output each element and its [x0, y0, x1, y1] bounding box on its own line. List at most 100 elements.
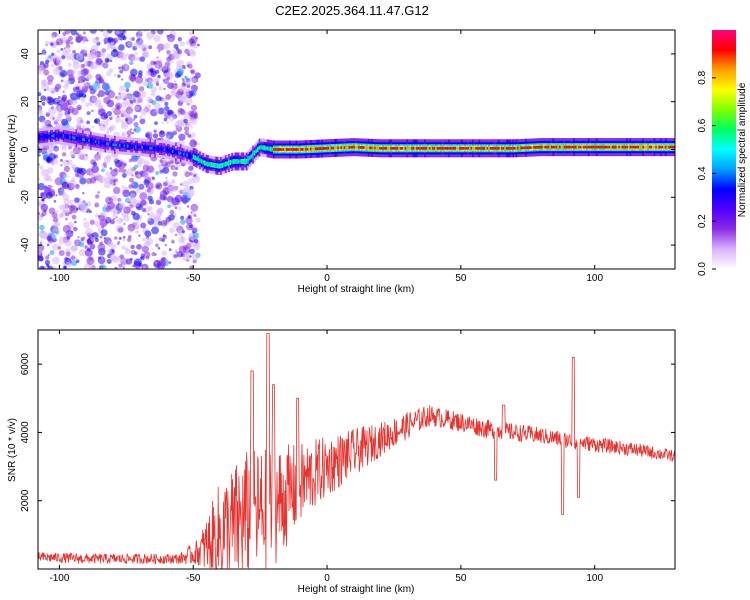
spectrogram-noise-cell: [155, 199, 162, 206]
spectrogram-noise-cell: [105, 171, 111, 177]
spectrogram-noise-cell: [40, 95, 47, 102]
spectrogram-noise-cell: [81, 85, 89, 93]
spectrogram-noise-cell: [181, 77, 185, 81]
spectrogram-noise-cell: [183, 118, 188, 124]
spectrogram-signal-cell: [128, 144, 131, 148]
spectrogram-signal-cell: [642, 145, 645, 149]
spectrogram-signal-cell: [298, 148, 301, 151]
spectrogram-noise-cell: [78, 249, 86, 257]
spectrogram-noise-cell: [139, 192, 148, 201]
spectrogram-noise-cell: [148, 45, 153, 50]
spectrogram-noise-cell: [46, 99, 49, 102]
spectrogram-signal-cell: [131, 145, 134, 148]
spectrogram-noise-cell: [179, 85, 186, 91]
spectrogram-signal-cell: [330, 146, 333, 150]
snr-xtick-label: -100: [49, 573, 69, 584]
spectrogram-noise-cell: [176, 251, 183, 258]
spectrogram-noise-cell: [125, 41, 128, 45]
spectrogram-signal-cell: [530, 146, 533, 149]
spectrogram-noise-cell: [43, 186, 50, 193]
spectrogram-noise-cell: [120, 119, 125, 124]
spectrogram-noise-cell: [44, 40, 50, 46]
spectrogram-noise-cell: [135, 225, 140, 230]
spectrogram-noise-cell: [135, 75, 144, 84]
spectrogram-signal-cell: [407, 146, 410, 150]
spectrogram-noise-cell: [43, 69, 50, 76]
spectrogram-noise-cell: [39, 165, 44, 170]
spectrogram-noise-cell: [121, 213, 124, 216]
spectrogram-noise-cell: [172, 167, 175, 170]
spectrogram-noise-cell: [74, 100, 77, 103]
spectrogram-noise-cell: [105, 71, 112, 77]
spectrogram-noise-cell: [114, 266, 118, 269]
spectrogram-noise-cell: [58, 213, 64, 219]
spectrogram-signal-cell: [420, 146, 423, 150]
spectrogram-signal-cell: [658, 145, 661, 149]
spectrogram-signal-cell: [560, 145, 563, 149]
snr-ytick-label: 4000: [20, 421, 31, 444]
spectrogram-noise-cell: [113, 48, 117, 53]
spectrogram-signal-cell: [459, 146, 462, 150]
spectrogram-noise-cell: [86, 111, 91, 116]
spectrogram-noise-cell: [117, 211, 120, 214]
spectrogram-noise-cell: [38, 147, 42, 155]
spectrogram-signal-cell: [152, 146, 155, 150]
spectrogram-signal-cell: [345, 146, 348, 149]
snr-panel: -100 -50 0 50 100 2000 4000 6000 Height of stra…: [7, 329, 676, 595]
colorbar-scale: [712, 30, 736, 269]
spectrogram-signal-cell: [114, 143, 117, 147]
spectrogram-signal-cell: [64, 134, 67, 138]
spectrogram-noise-cell: [102, 62, 109, 69]
spectrogram-signal-cell: [351, 145, 354, 149]
spectrogram-noise-cell: [98, 214, 106, 222]
spectrogram-signal-cell: [295, 148, 298, 151]
spectrogram-noise-cell: [41, 49, 47, 55]
spectrogram-signal-cell: [550, 145, 553, 149]
spectrogram-signal-cell: [144, 146, 147, 150]
spectrogram-noise-cell: [97, 150, 103, 156]
spectrogram-noise-cell: [189, 50, 197, 57]
spectrogram-signal-cell: [120, 144, 123, 147]
spectrogram-signal-cell: [204, 161, 207, 165]
spectrogram-noise-cell: [196, 142, 200, 146]
spectrogram-noise-cell: [172, 221, 180, 229]
colorbar-tick-label: 0.8: [697, 70, 708, 84]
spectrogram-noise-cell: [82, 68, 90, 75]
spectrogram-signal-cell: [528, 146, 531, 150]
spectrogram-noise-cell: [174, 83, 178, 86]
spectrogram-noise-cell: [67, 175, 70, 178]
spectrogram-signal-cell: [221, 163, 224, 167]
spectrogram-noise-cell: [170, 164, 176, 171]
spectrogram-noise-cell: [57, 113, 63, 119]
spectrogram-noise-cell: [95, 73, 102, 81]
spectrogram-signal-cell: [552, 145, 555, 149]
spectrogram-signal-cell: [69, 135, 72, 139]
spectrogram-signal-cell: [215, 164, 218, 167]
spectrogram-noise-cell: [148, 104, 152, 108]
spectrogram-signal-cell: [101, 141, 104, 145]
spectrogram-signal-cell: [428, 146, 431, 150]
spectrogram-noise-cell: [164, 101, 169, 107]
spectrogram-noise-cell: [123, 31, 127, 35]
spectrogram-signal-cell: [652, 145, 655, 149]
spectrogram-signal-cell: [398, 146, 401, 150]
spectrogram-noise-cell: [154, 108, 159, 113]
spectrogram-noise-cell: [101, 225, 105, 229]
spectrogram-noise-cell: [178, 133, 186, 141]
spectrogram-noise-cell: [92, 37, 100, 45]
spectrogram-signal-cell: [451, 146, 454, 150]
spectrogram-noise-cell: [166, 121, 169, 124]
spectrogram-signal-cell: [411, 146, 414, 150]
spectrogram-noise-cell: [57, 96, 61, 100]
spectrogram-signal-cell: [346, 145, 349, 149]
spectrogram-noise-cell: [158, 130, 166, 138]
spectrogram-signal-cell: [361, 146, 364, 149]
spectrogram-noise-cell: [98, 108, 106, 117]
spectrogram-noise-cell: [153, 61, 157, 65]
chart-title: C2E2.2025.364.11.47.G12: [275, 3, 429, 18]
spectrogram-xtick-label: 50: [455, 273, 467, 284]
spectrogram-noise-cell: [120, 210, 123, 213]
spectrogram-noise-cell: [97, 256, 106, 265]
spectrogram-noise-cell: [122, 124, 126, 127]
spectrogram-signal-cell: [468, 146, 471, 150]
